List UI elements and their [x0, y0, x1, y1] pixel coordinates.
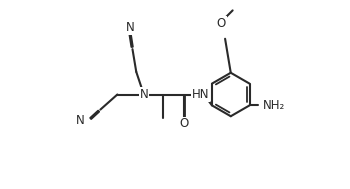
Text: N: N: [76, 115, 85, 127]
Text: N: N: [139, 88, 148, 101]
Text: HN: HN: [192, 88, 209, 101]
Text: O: O: [179, 117, 189, 130]
Text: N: N: [126, 21, 135, 34]
Text: O: O: [217, 17, 226, 30]
Text: NH₂: NH₂: [263, 99, 286, 112]
